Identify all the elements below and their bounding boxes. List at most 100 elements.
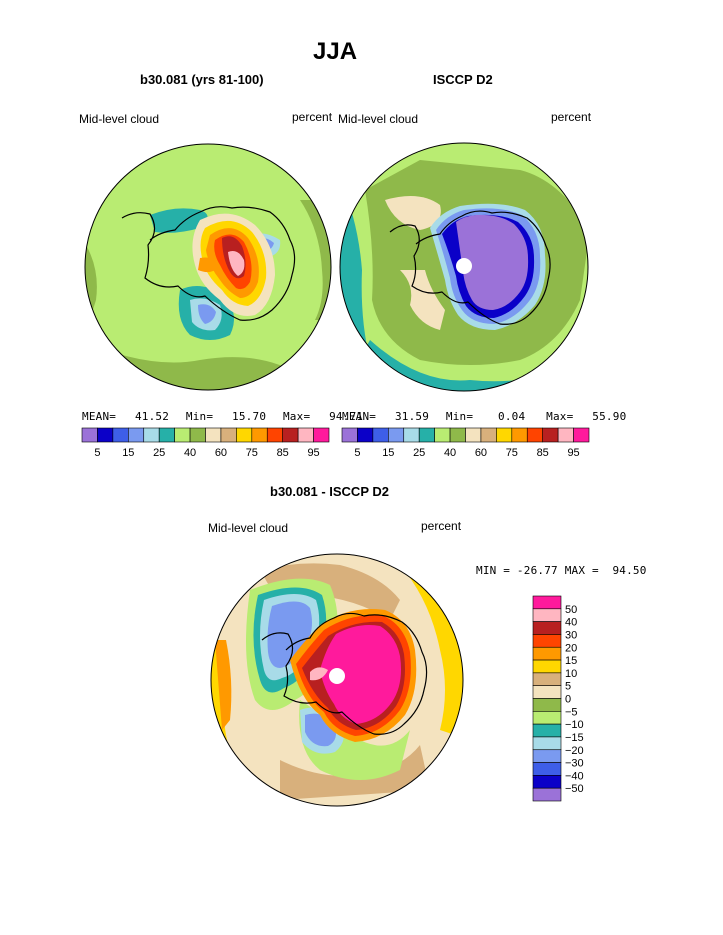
- panel-a-units-label: percent: [292, 110, 333, 124]
- panel-a-variable-label: Mid-level cloud: [79, 112, 160, 126]
- colorbar-a-tick-label: 5: [94, 447, 100, 459]
- map-c-pole-hole: [329, 668, 345, 684]
- colorbar-c-swatch-2: [532, 621, 562, 635]
- colorbar-b-tick-label: 85: [537, 447, 549, 459]
- colorbar-b-tick-label: 75: [506, 447, 518, 459]
- colorbar-a-swatch-12: [266, 427, 283, 443]
- colorbar-b-tick-label: 15: [382, 447, 394, 459]
- colorbar-c-swatch-11: [532, 736, 562, 751]
- colorbar-b-swatch-6: [434, 427, 451, 443]
- colorbar-c-tick-label: 40: [565, 617, 577, 629]
- map-a-teal-patch-1: [150, 208, 208, 233]
- colorbar-c-tick-label: 10: [565, 668, 577, 680]
- colorbar-b-swatch-8: [465, 427, 482, 443]
- panel-a-mean-value: 41.52: [134, 410, 170, 423]
- colorbar-c-swatch-14: [532, 775, 562, 789]
- colorbar-c-tick-label: 15: [565, 655, 577, 667]
- colorbar-b-swatch-4: [403, 427, 420, 443]
- colorbar-c-tick-label: −10: [565, 719, 584, 731]
- panel-b-mean-label: MEAN=: [342, 410, 377, 423]
- colorbar-b-swatch-7: [449, 427, 466, 443]
- colorbar-c-tick-label: 30: [565, 629, 577, 641]
- panel-b-max-label: Max=: [546, 410, 574, 423]
- colorbar-c-tick-label: 50: [565, 604, 577, 616]
- map-c-coastline: [261, 612, 428, 735]
- panel-c-title: b30.081 - ISCCP D2: [270, 484, 389, 499]
- panel-a-max-label: Max=: [282, 410, 311, 423]
- colorbar-a-tick-label: 40: [184, 447, 196, 459]
- colorbar-c-swatch-6: [532, 672, 562, 686]
- colorbar-b-swatch-14: [557, 427, 574, 443]
- panel-b-max-value: 55.90: [592, 410, 627, 423]
- colorbar-b-tick-label: 5: [354, 447, 360, 459]
- colorbar-a-swatch-3: [128, 427, 145, 443]
- colorbar-a-swatch-2: [112, 427, 129, 443]
- colorbar-c-tick-label: −20: [565, 745, 584, 757]
- colorbar-b-swatch-12: [526, 427, 543, 443]
- colorbar-c-tick-label: −30: [565, 758, 584, 770]
- map-b-coastline: [389, 210, 551, 325]
- map-b-border: [339, 142, 589, 392]
- map-a-coastline: [121, 206, 296, 321]
- colorbar-c-tick-label: −40: [565, 770, 584, 782]
- panel-a-title: b30.081 (yrs 81-100): [140, 72, 264, 87]
- panel-c-stats: MIN = -26.77 MAX = 94.50: [476, 564, 647, 577]
- colorbar-a-tick-label: 15: [122, 447, 134, 459]
- colorbar-b-swatch-15: [573, 427, 590, 443]
- panel-b-mean-value: 31.59: [394, 410, 430, 423]
- panel-b-units-label: percent: [551, 110, 592, 124]
- panel-a-mean-label: MEAN=: [82, 410, 117, 423]
- colorbar-a-swatch-10: [236, 427, 253, 443]
- map-c-orange-west: [215, 640, 232, 730]
- map-a-border: [84, 143, 332, 391]
- colorbar-a-swatch-9: [220, 427, 237, 443]
- map-a-orange-patch: [198, 257, 218, 273]
- panel-a-min-value: 15.70: [232, 410, 267, 423]
- panel-a-stats: MEAN= 41.52 Min= 15.70 Max= 94.71: [82, 410, 363, 423]
- colorbar-a-swatch-14: [297, 427, 314, 443]
- colorbar-b-swatch-3: [388, 427, 405, 443]
- colorbar-c-swatch-12: [532, 749, 562, 763]
- colorbar-a-swatch-0: [81, 427, 98, 443]
- colorbar-c-swatch-10: [532, 723, 562, 738]
- map-c-pink-patch: [310, 667, 328, 681]
- colorbar-a-swatch-15: [313, 427, 330, 443]
- colorbar-c-swatch-7: [532, 685, 562, 699]
- panel-b-variable-label: Mid-level cloud: [338, 112, 419, 126]
- panel-a-max-value: 94.71: [329, 410, 364, 423]
- colorbar-c-swatch-8: [532, 698, 562, 712]
- colorbar-a-swatch-8: [205, 427, 222, 443]
- colorbar-a-tick-label: 75: [246, 447, 258, 459]
- map-a: [84, 143, 332, 391]
- colorbar-b-swatch-0: [341, 427, 358, 443]
- colorbar-b-swatch-11: [511, 427, 528, 443]
- map-c: [210, 553, 464, 807]
- colorbar-b-tick-label: 95: [567, 447, 579, 459]
- map-a-band-west: [85, 240, 97, 330]
- colorbar-b-swatch-10: [496, 427, 513, 443]
- colorbar-c-swatch-3: [532, 634, 562, 648]
- colorbar-c-tick-label: 20: [565, 642, 577, 654]
- panel-b-min-value: 0.04: [498, 410, 526, 423]
- colorbar-a-tick-label: 85: [277, 447, 289, 459]
- colorbar-a-tick-label: 60: [215, 447, 227, 459]
- colorbar-b-tick-label: 25: [413, 447, 425, 459]
- figure-title: JJA: [313, 38, 358, 65]
- map-c-magenta-core: [320, 625, 401, 724]
- colorbar-c-swatch-4: [532, 646, 562, 661]
- colorbar-c-tick-label: −15: [565, 732, 584, 744]
- colorbar-a-swatch-13: [282, 427, 299, 443]
- colorbar-c-swatch-13: [532, 762, 562, 776]
- colorbar-b-swatch-1: [357, 427, 374, 443]
- colorbar-b-swatch-9: [480, 427, 497, 443]
- colorbar-b-tick-label: 40: [444, 447, 456, 459]
- map-a-blue-patch: [198, 304, 216, 324]
- colorbar-a-swatch-11: [251, 427, 268, 443]
- panel-c-units-label: percent: [421, 519, 462, 533]
- colorbar-b-tick-label: 60: [475, 447, 487, 459]
- colorbar-b-swatch-5: [418, 427, 435, 443]
- map-b-cream-patch-1: [385, 196, 441, 230]
- colorbar-a-swatch-4: [143, 427, 160, 443]
- colorbar-c-tick-label: −5: [565, 706, 578, 718]
